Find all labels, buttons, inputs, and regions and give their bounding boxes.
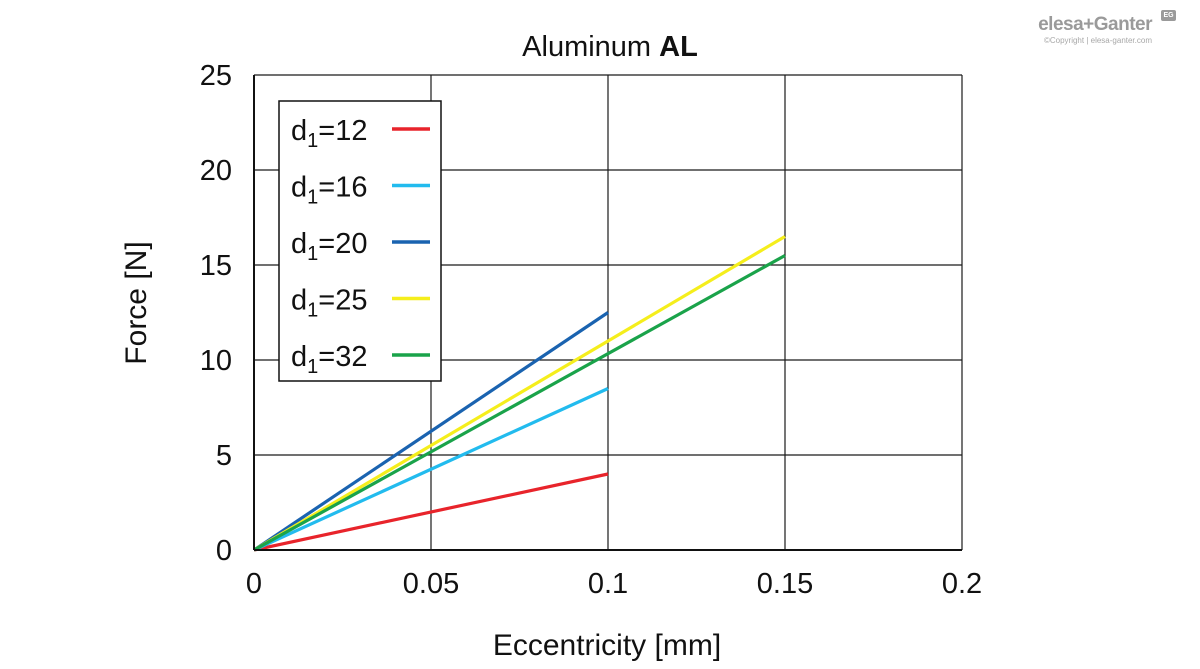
series-line-12: [253, 472, 609, 552]
x-axis-label: Eccentricity [mm]: [493, 629, 721, 662]
x-tick-label: 0: [246, 568, 262, 600]
legend-label: d1=16: [291, 172, 367, 209]
tick-labels: 0 0.05 0.1 0.15 0.2 0 5 10 15 20 25: [200, 60, 982, 600]
legend-label: d1=32: [291, 341, 367, 378]
x-tick-label: 0.1: [588, 568, 628, 600]
chart-title-bold: AL: [659, 31, 698, 63]
y-tick-label: 10: [200, 345, 232, 377]
series-line-20: [253, 311, 609, 552]
brand-logo: elesa+Ganter ©Copyright | elesa-ganter.c…: [1007, 6, 1182, 46]
y-tick-label: 20: [200, 155, 232, 187]
legend: d1=12 d1=16 d1=20 d1=25 d1=32: [278, 100, 442, 382]
x-tick-label: 0.15: [757, 568, 813, 600]
legend-label: d1=25: [291, 285, 367, 322]
x-tick-label: 0.2: [942, 568, 982, 600]
series-line-16: [253, 387, 609, 552]
logo-wordmark: elesa+Ganter: [1038, 14, 1152, 35]
y-tick-label: 0: [216, 535, 232, 567]
series-line-32: [253, 254, 786, 552]
series-lines: [253, 235, 786, 552]
series-line-25: [253, 235, 786, 552]
legend-label: d1=12: [291, 115, 367, 152]
y-tick-label: 5: [216, 440, 232, 472]
chart-title-regular: Aluminum: [522, 31, 659, 63]
y-axis-label: Force [N]: [120, 241, 153, 364]
legend-label: d1=20: [291, 228, 367, 265]
logo-copyright: ©Copyright | elesa-ganter.com: [1043, 36, 1152, 45]
y-tick-label: 15: [200, 250, 232, 282]
axes: [253, 75, 962, 551]
y-tick-label: 25: [200, 60, 232, 92]
x-tick-label: 0.05: [403, 568, 459, 600]
logo-badge: EG: [1161, 10, 1176, 21]
chart-title: Aluminum AL: [522, 31, 698, 63]
